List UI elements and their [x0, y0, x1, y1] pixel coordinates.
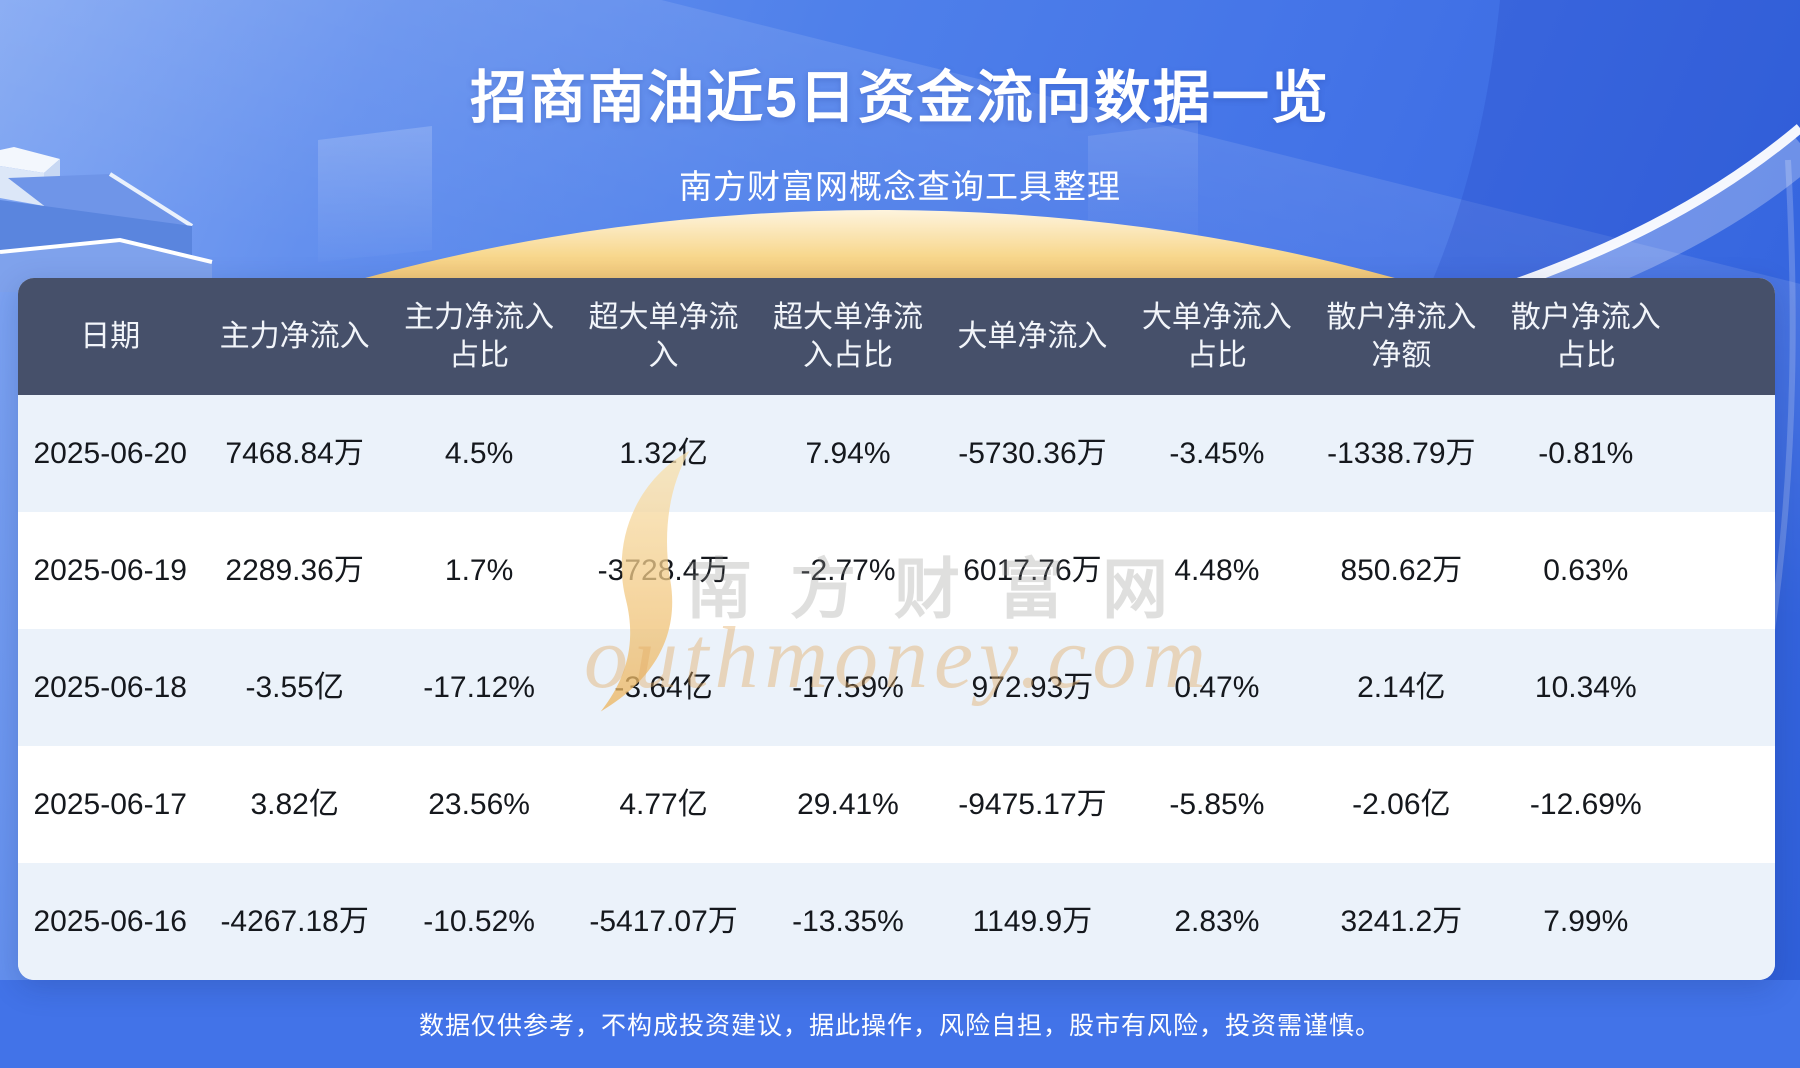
table-cell: 2025-06-17: [33, 787, 187, 821]
table-cell: -3728.4万: [597, 553, 730, 587]
table-cell: 7.94%: [805, 436, 891, 470]
table-cell: -2.77%: [800, 553, 896, 587]
table-row: 2025-06-20 7468.84万 4.5% 1.32亿 7.94% -5730.36…: [18, 395, 1775, 512]
table-row: 2025-06-19 2289.36万 1.7% -3728.4万 -2.77% 6017…: [18, 512, 1775, 629]
table-cell: 2025-06-18: [33, 670, 187, 704]
fund-flow-table: 日期 主力净流入 主力净流入 占比 超大单净流 入超大单净流 入占比 大单净流入 大单净流…: [18, 278, 1775, 980]
table-cell: 23.56%: [428, 787, 530, 821]
table-cell: 2025-06-16: [33, 904, 187, 938]
table-cell: 6017.76万: [963, 553, 1102, 587]
column-header: 散户净流入 净额: [1326, 301, 1477, 372]
table-cell: -3.64亿: [614, 670, 713, 704]
table-cell: 2.83%: [1174, 904, 1260, 938]
column-header: 大单净流入 占比: [1141, 301, 1292, 372]
column-header: 主力净流入 占比: [404, 301, 555, 372]
table-row: 2025-06-16 -4267.18万 -10.52% -5417.07万 -13.3…: [18, 863, 1775, 980]
column-header: 日期: [80, 319, 141, 353]
table-cell: 972.93万: [971, 670, 1094, 704]
table-cell: -17.12%: [423, 670, 535, 704]
table-cell: 2025-06-19: [33, 553, 187, 587]
table-cell: 4.5%: [444, 436, 514, 470]
table-cell: 7.99%: [1543, 904, 1629, 938]
table-cell: 7468.84万: [225, 436, 364, 470]
table-cell: 29.41%: [797, 787, 899, 821]
column-header: 超大单净流 入占比: [772, 301, 923, 372]
table-cell: 4.48%: [1174, 553, 1260, 587]
table-cell: -3.45%: [1169, 436, 1265, 470]
table-cell: 850.62万: [1340, 553, 1463, 587]
table-cell: -5730.36万: [958, 436, 1107, 470]
disclaimer-text: 数据仅供参考，不构成投资建议，据此操作，风险自担，股市有风险，投资需谨慎。: [418, 1012, 1381, 1040]
table-cell: 1149.9万: [972, 904, 1093, 938]
table-cell: 2289.36万: [225, 553, 364, 587]
table-cell: -3.55亿: [245, 670, 344, 704]
table-cell: 0.47%: [1174, 670, 1260, 704]
table-cell: -17.59%: [792, 670, 904, 704]
column-header: 散户净流入 占比: [1510, 301, 1661, 372]
table-cell: -1338.79万: [1327, 436, 1476, 470]
footer-band: 数据仅供参考，不构成投资建议，据此操作，风险自担，股市有风险，投资需谨慎。: [0, 980, 1800, 1068]
table-cell: -9475.17万: [958, 787, 1107, 821]
table-cell: 1.32亿: [619, 436, 708, 470]
table-cell: 0.63%: [1543, 553, 1629, 587]
page-title: 招商南油近5日资金流向数据一览: [470, 66, 1330, 130]
table-cell: -12.69%: [1529, 787, 1642, 821]
table-cell: 4.77亿: [619, 787, 708, 821]
column-header: 大单净流入: [957, 319, 1108, 353]
page-subtitle: 南方财富网概念查询工具整理: [679, 168, 1121, 205]
table-body: 2025-06-20 7468.84万 4.5% 1.32亿 7.94% -5730.36…: [18, 395, 1775, 980]
column-header: 超大单净流 入: [588, 301, 739, 372]
table-cell: -10.52%: [423, 904, 535, 938]
table-cell: 3.82亿: [250, 787, 339, 821]
table-cell: -2.06亿: [1352, 787, 1451, 821]
column-header: 主力净流入: [219, 319, 370, 353]
table-cell: 2.14亿: [1357, 670, 1446, 704]
table-cell: -0.81%: [1538, 436, 1634, 470]
table-cell: -13.35%: [792, 904, 904, 938]
table-cell: 2025-06-20: [33, 436, 187, 470]
table-cell: -5417.07万: [589, 904, 738, 938]
table-cell: -5.85%: [1169, 787, 1265, 821]
table-header-row: 日期 主力净流入 主力净流入 占比 超大单净流 入超大单净流 入占比 大单净流入 大单净流…: [18, 278, 1775, 395]
table-cell: 3241.2万: [1340, 904, 1463, 938]
table-cell: -4267.18万: [220, 904, 369, 938]
table-row: 2025-06-17 3.82亿 23.56% 4.77亿 29.41% -9475.17…: [18, 746, 1775, 863]
table-row: 2025-06-18 -3.55亿 -17.12% -3.64亿 -17.59% 972.…: [18, 629, 1775, 746]
table-cell: 1.7%: [444, 553, 514, 587]
table-cell: 10.34%: [1534, 670, 1637, 704]
